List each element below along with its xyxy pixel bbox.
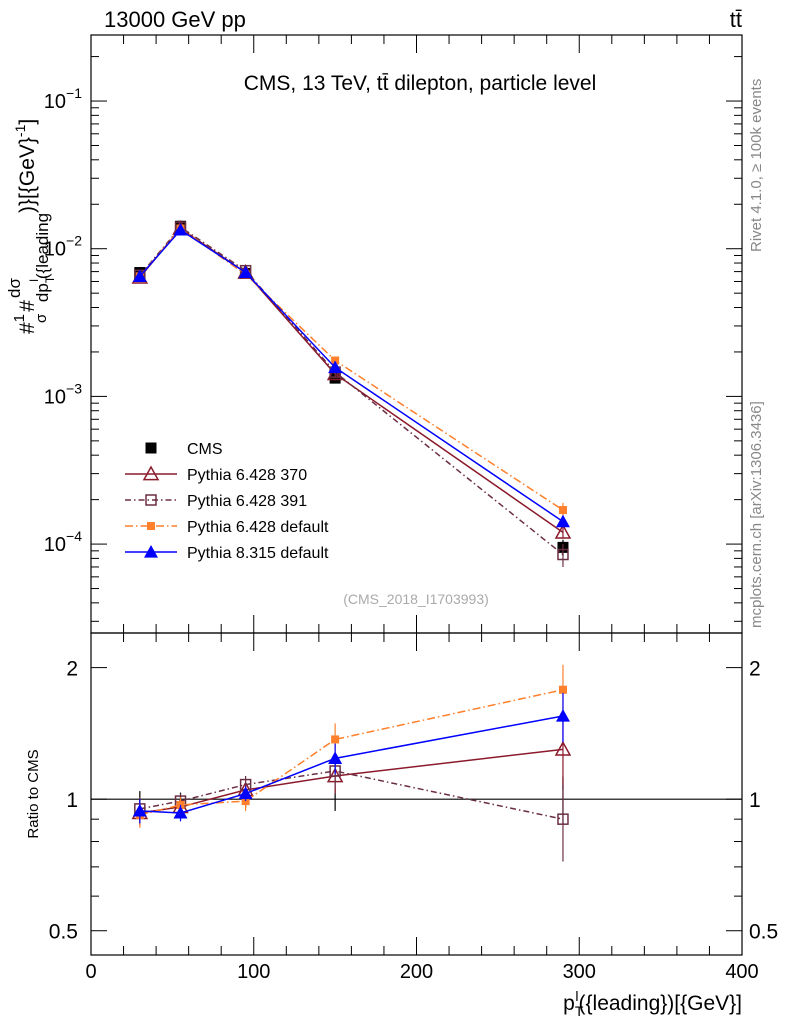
- series-pythia-8-315-default: [132, 222, 570, 528]
- ratio-series: [131, 664, 572, 862]
- data-point: [555, 708, 570, 722]
- data-point: [142, 465, 160, 481]
- ratio-y-tick-label: 1: [66, 789, 78, 812]
- chart-title: CMS, 13 TeV, tt̄ dilepton, particle leve…: [244, 72, 597, 95]
- legend: CMS Pythia 6.428 370 Pythia 6.428 391 Pythi…: [125, 441, 329, 562]
- ratio-y-tick-labels: 0.5 0.5 1 1 2 2: [49, 658, 778, 944]
- series-line: [139, 226, 564, 556]
- x-tick-label: 0: [85, 961, 96, 983]
- ratio-panel: 0.5 0.5 1 1 2 2 Ratio to CMS 0 100 200 300 400 pT…: [25, 632, 778, 1019]
- data-point: [557, 548, 569, 561]
- main-series: [131, 219, 572, 567]
- x-tick-label: 300: [563, 961, 596, 983]
- header-right: tt̄: [730, 7, 742, 32]
- data-point: [554, 740, 572, 756]
- data-point: [145, 442, 157, 454]
- main-panel: 10−1 10−2 10−3 10−4 CMS, 13 TeV, tt̄ dilept…: [5, 34, 743, 634]
- ratio-y-axis-label: Ratio to CMS: [25, 749, 42, 838]
- data-point: [238, 786, 253, 800]
- x-tick-label: 100: [237, 961, 270, 983]
- data-point: [238, 265, 253, 279]
- main-ticks: [90, 35, 743, 633]
- ratio-frame: [90, 632, 743, 956]
- data-point: [132, 803, 147, 817]
- data-point: [329, 372, 341, 384]
- data-point: [326, 365, 344, 381]
- data-point: [173, 805, 188, 819]
- series-pythia-6-428-default: [135, 664, 567, 828]
- legend-item: CMS: [145, 441, 223, 458]
- series-pythia-8-315-default: [132, 692, 570, 824]
- ratio-y-tick-label: 2: [66, 658, 78, 681]
- data-point: [173, 222, 188, 236]
- data-point: [558, 506, 567, 515]
- y-tick-label: 10−3: [44, 380, 82, 408]
- ratio-y-tick-label-right: 2: [749, 658, 761, 681]
- data-point: [328, 360, 343, 374]
- mcplots-note: mcplots.cern.ch [arXiv:1306.3436]: [748, 401, 765, 628]
- y-tick-label: 10−4: [44, 528, 82, 556]
- data-point: [555, 514, 570, 528]
- ratio-y-tick-label-right: 0.5: [749, 921, 778, 944]
- series-line: [139, 688, 564, 816]
- legend-label: CMS: [187, 441, 223, 458]
- main-y-tick-labels: 10−1 10−2 10−3 10−4: [44, 85, 82, 556]
- legend-item: Pythia 8.315 default: [125, 545, 329, 562]
- data-point: [558, 685, 567, 694]
- x-tick-labels: 0 100 200 300 400: [85, 961, 758, 983]
- ratio-ticks: [90, 633, 743, 955]
- series-line: [139, 770, 564, 820]
- series-pythia-6-428-391: [134, 221, 569, 567]
- data-point: [145, 494, 157, 506]
- rivet-note: Rivet 4.1.0, ≥ 100k events: [748, 79, 765, 252]
- series-pythia-6-428-391: [134, 755, 569, 862]
- data-point: [144, 545, 158, 558]
- legend-label: Pythia 6.428 391: [187, 493, 307, 510]
- data-point: [331, 735, 340, 744]
- legend-label: Pythia 6.428 370: [187, 467, 307, 484]
- x-tick-label: 400: [725, 961, 758, 983]
- x-tick-label: 200: [400, 961, 433, 983]
- main-y-axis-label: #1 σ#dσ dpTl({leading)}[{GeV}-1]: [5, 119, 57, 334]
- data-point: [554, 523, 572, 539]
- header-left: 13000 GeV pp: [104, 7, 246, 32]
- main-frame: [90, 34, 743, 634]
- series-line: [139, 227, 564, 534]
- data-point: [132, 269, 147, 282]
- series-pythia-6-428-370: [131, 219, 572, 539]
- data-point: [328, 751, 343, 764]
- analysis-watermark: (CMS_2018_I1703993): [343, 591, 489, 607]
- legend-item: Pythia 6.428 370: [125, 465, 307, 484]
- series-line: [139, 715, 564, 814]
- legend-label: Pythia 6.428 default: [187, 519, 329, 536]
- ratio-y-tick-label: 0.5: [49, 921, 78, 944]
- series-pythia-6-428-370: [131, 715, 572, 826]
- y-tick-label: 10−1: [44, 85, 82, 113]
- data-point: [557, 813, 569, 825]
- legend-label: Pythia 8.315 default: [187, 545, 329, 562]
- y-tick-label: 10−2: [44, 233, 82, 261]
- legend-item: Pythia 6.428 391: [125, 493, 307, 510]
- ratio-y-tick-label-right: 1: [749, 789, 761, 812]
- x-axis-label: pTl({leading})[{GeV}]: [563, 988, 742, 1019]
- data-point: [147, 522, 155, 530]
- legend-item: Pythia 6.428 default: [125, 519, 329, 536]
